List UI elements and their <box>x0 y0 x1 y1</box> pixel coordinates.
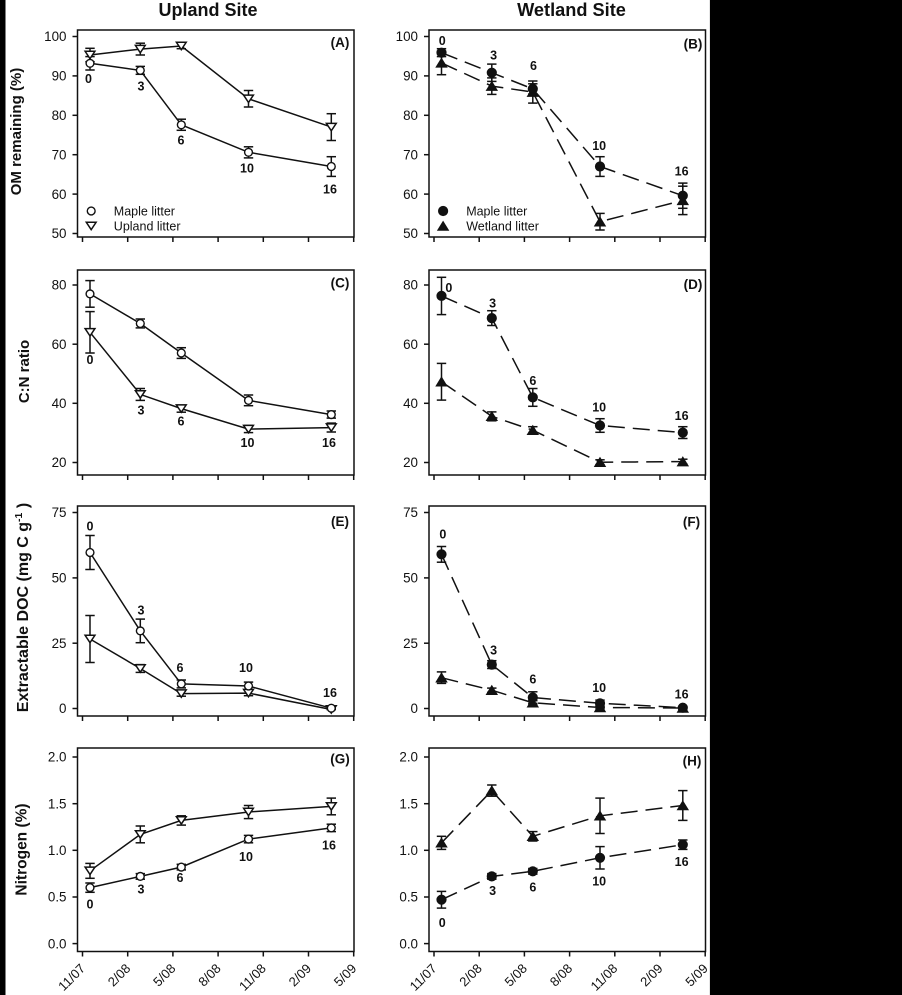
svg-text:0.0: 0.0 <box>399 936 418 951</box>
svg-text:16: 16 <box>675 855 689 869</box>
svg-text:10: 10 <box>240 161 254 175</box>
svg-text:2.0: 2.0 <box>48 750 67 765</box>
svg-text:(B): (B) <box>684 37 703 52</box>
svg-text:3: 3 <box>138 79 145 93</box>
svg-text:40: 40 <box>403 396 418 411</box>
svg-text:16: 16 <box>675 688 689 702</box>
svg-text:90: 90 <box>403 69 418 84</box>
svg-text:80: 80 <box>403 278 418 293</box>
svg-text:60: 60 <box>52 187 67 202</box>
svg-text:3: 3 <box>138 403 145 417</box>
svg-text:70: 70 <box>52 147 67 162</box>
svg-text:0.5: 0.5 <box>399 890 418 905</box>
svg-text:10: 10 <box>241 436 255 450</box>
svg-text:80: 80 <box>52 278 67 293</box>
svg-text:(D): (D) <box>684 277 703 292</box>
svg-text:3: 3 <box>138 603 145 617</box>
svg-text:3: 3 <box>490 49 497 63</box>
svg-text:1.5: 1.5 <box>399 796 418 811</box>
svg-text:0: 0 <box>439 916 446 930</box>
svg-text:16: 16 <box>675 164 689 178</box>
svg-text:6: 6 <box>177 661 184 675</box>
svg-text:(C): (C) <box>331 276 350 291</box>
svg-text:90: 90 <box>52 69 67 84</box>
svg-text:0: 0 <box>59 701 66 716</box>
svg-text:70: 70 <box>403 147 418 162</box>
svg-text:1.0: 1.0 <box>399 843 418 858</box>
svg-text:10: 10 <box>592 681 606 695</box>
svg-text:16: 16 <box>323 686 337 700</box>
svg-text:0.5: 0.5 <box>48 890 67 905</box>
svg-text:3: 3 <box>489 884 496 898</box>
svg-text:OM remaining (%): OM remaining (%) <box>8 68 25 196</box>
svg-text:0: 0 <box>87 897 94 911</box>
svg-text:100: 100 <box>44 29 66 44</box>
svg-text:1.5: 1.5 <box>48 796 67 811</box>
svg-text:0: 0 <box>445 281 452 295</box>
svg-text:10: 10 <box>592 139 606 153</box>
svg-text:0.0: 0.0 <box>48 936 67 951</box>
svg-text:50: 50 <box>403 571 418 586</box>
svg-text:(A): (A) <box>331 35 350 50</box>
svg-text:0: 0 <box>87 519 94 533</box>
svg-text:6: 6 <box>178 414 185 428</box>
svg-text:16: 16 <box>322 436 336 450</box>
svg-text:3: 3 <box>489 297 496 311</box>
svg-text:20: 20 <box>52 455 67 470</box>
svg-text:1.0: 1.0 <box>48 843 67 858</box>
svg-text:20: 20 <box>403 455 418 470</box>
svg-text:6: 6 <box>529 672 536 686</box>
svg-text:Maple litter: Maple litter <box>114 204 175 218</box>
svg-text:(G): (G) <box>330 752 350 767</box>
svg-text:(H): (H) <box>683 753 702 768</box>
svg-text:25: 25 <box>403 636 418 651</box>
svg-text:40: 40 <box>52 396 67 411</box>
svg-text:6: 6 <box>178 133 185 147</box>
svg-text:C:N ratio: C:N ratio <box>16 340 33 403</box>
svg-text:25: 25 <box>52 636 67 651</box>
svg-text:80: 80 <box>403 108 418 123</box>
svg-text:0: 0 <box>439 34 446 48</box>
svg-text:6: 6 <box>177 871 184 885</box>
svg-text:10: 10 <box>592 400 606 414</box>
svg-text:Maple litter: Maple litter <box>466 204 527 218</box>
svg-text:3: 3 <box>138 882 145 896</box>
svg-text:Upland litter: Upland litter <box>114 219 181 233</box>
svg-text:6: 6 <box>529 374 536 388</box>
svg-text:10: 10 <box>239 850 253 864</box>
svg-text:6: 6 <box>529 880 536 894</box>
svg-text:0: 0 <box>85 72 92 86</box>
svg-text:16: 16 <box>675 409 689 423</box>
svg-text:80: 80 <box>52 108 67 123</box>
svg-text:50: 50 <box>52 571 67 586</box>
svg-text:75: 75 <box>403 505 418 520</box>
svg-text:100: 100 <box>396 29 418 44</box>
svg-text:0: 0 <box>411 701 418 716</box>
svg-text:10: 10 <box>592 874 606 888</box>
svg-text:50: 50 <box>403 226 418 241</box>
svg-text:16: 16 <box>323 182 337 196</box>
svg-text:10: 10 <box>239 661 253 675</box>
svg-text:(E): (E) <box>331 514 349 529</box>
svg-text:60: 60 <box>403 187 418 202</box>
svg-text:Wetland Site: Wetland Site <box>517 0 626 20</box>
svg-text:(F): (F) <box>683 515 700 530</box>
svg-text:2.0: 2.0 <box>399 750 418 765</box>
svg-text:Upland Site: Upland Site <box>158 0 257 20</box>
svg-text:16: 16 <box>322 838 336 852</box>
svg-text:60: 60 <box>403 337 418 352</box>
svg-text:6: 6 <box>530 59 537 73</box>
svg-text:75: 75 <box>52 505 67 520</box>
svg-text:Nitrogen (%): Nitrogen (%) <box>14 803 31 895</box>
svg-text:Wetland litter: Wetland litter <box>466 219 539 233</box>
svg-text:Extractable DOC (mg C g-1 ): Extractable DOC (mg C g-1 ) <box>13 503 32 712</box>
svg-text:3: 3 <box>490 644 497 658</box>
svg-text:0: 0 <box>87 353 94 367</box>
svg-text:0: 0 <box>439 527 446 541</box>
svg-text:60: 60 <box>52 337 67 352</box>
svg-text:50: 50 <box>52 226 67 241</box>
